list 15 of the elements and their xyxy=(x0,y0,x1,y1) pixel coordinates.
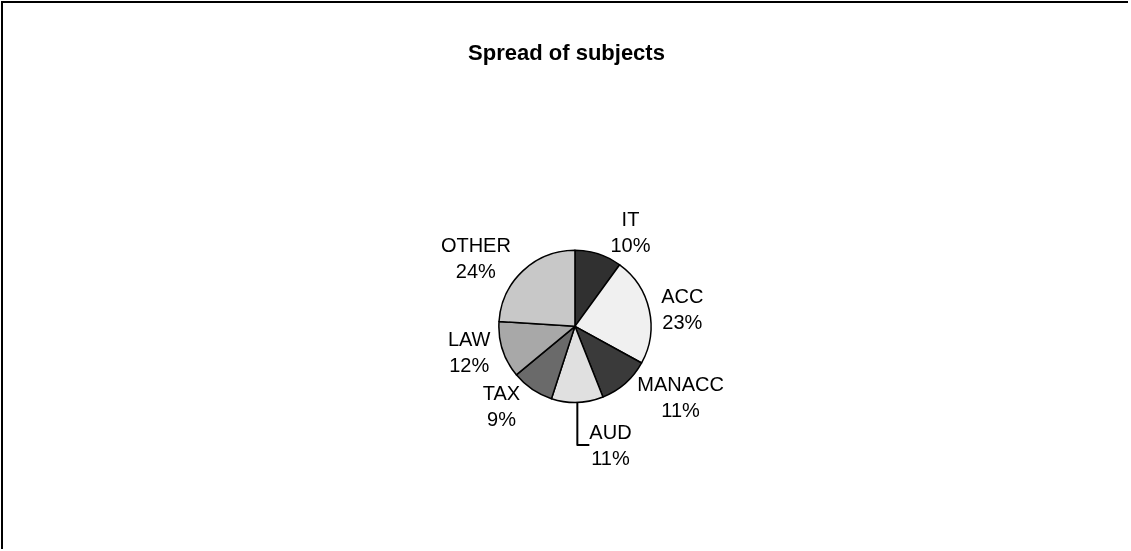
data-label: 11% xyxy=(591,446,630,469)
data-label: 11% xyxy=(661,398,701,421)
slice-label: LAW xyxy=(447,328,491,351)
data-label: 10% xyxy=(610,234,651,257)
slice-label: ACC xyxy=(661,284,704,307)
data-label: 9% xyxy=(487,407,517,430)
slice-label: IT xyxy=(621,208,640,231)
data-label: 24% xyxy=(455,260,497,283)
data-label: 12% xyxy=(449,354,490,377)
slice-label: OTHER xyxy=(440,234,511,257)
data-label: 23% xyxy=(662,310,703,333)
slice-label: TAX xyxy=(482,381,521,404)
slice-label: MANACC xyxy=(637,372,724,395)
slice-label: AUD xyxy=(589,420,632,443)
chart-title: Spread of subjects xyxy=(468,40,665,66)
